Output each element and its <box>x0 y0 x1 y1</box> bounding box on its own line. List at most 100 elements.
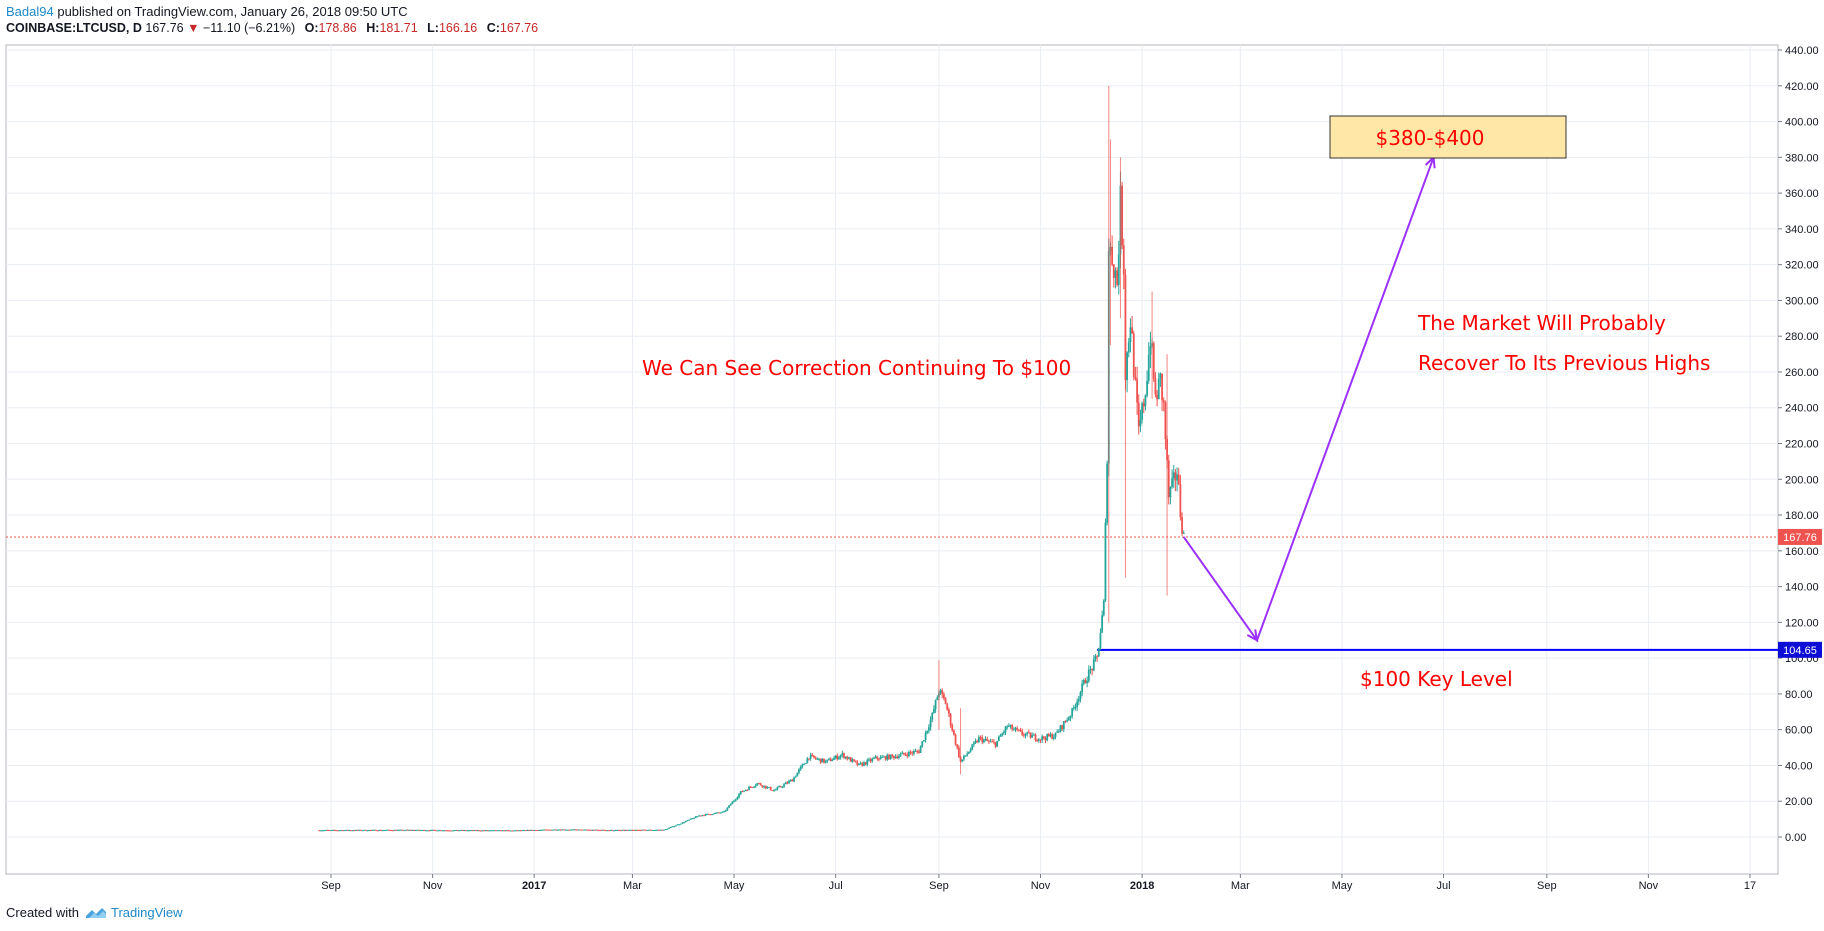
time-axis[interactable]: Sep Nov 2017 Mar May Jul Sep Nov 2018 Mar May Jul Se… <box>321 874 1756 892</box>
candle-body <box>596 829 599 831</box>
target-box[interactable] <box>1329 115 1567 159</box>
candle-body <box>868 759 870 761</box>
candle-body <box>829 758 832 762</box>
candle-body <box>1001 733 1004 736</box>
candle-body <box>981 737 984 743</box>
candle-body <box>713 813 715 815</box>
drawing-overlay[interactable]: We Can See Correction Continuing To $100… <box>6 115 1778 691</box>
candle-body <box>629 829 632 831</box>
candle-body <box>445 830 447 832</box>
annotation-key-level[interactable]: $100 Key Level <box>1360 667 1513 691</box>
candle-body <box>738 794 740 798</box>
candle-body <box>506 830 509 832</box>
candle-body <box>1177 474 1180 485</box>
candle-body <box>784 782 787 785</box>
candle-body <box>1024 734 1027 736</box>
candle-body <box>601 829 604 831</box>
candle-series[interactable] <box>318 85 1185 832</box>
candle-body <box>634 829 637 831</box>
candle-body <box>918 751 920 753</box>
candle-body <box>701 815 704 817</box>
candle-body <box>773 790 775 792</box>
candle-body <box>395 829 397 831</box>
y-tick-label: 160.00 <box>1785 546 1819 558</box>
candle-body <box>493 830 496 832</box>
candle-body <box>513 830 516 832</box>
candle-body <box>721 811 724 813</box>
candle-body <box>766 787 769 789</box>
candle-body <box>904 754 907 756</box>
candle-body <box>483 830 486 832</box>
candle-body <box>996 740 999 747</box>
candle-body <box>436 830 439 832</box>
candle-body <box>440 830 442 832</box>
candle-body <box>743 790 745 792</box>
candle-body <box>704 814 707 816</box>
candle-body <box>676 824 679 826</box>
candle-body <box>430 829 432 831</box>
candle-body <box>401 829 404 831</box>
candle-body <box>549 829 552 831</box>
key-level-marker[interactable] <box>1778 641 1822 658</box>
candle-body <box>964 755 967 757</box>
candle-body <box>1176 474 1178 481</box>
candle-body <box>499 830 502 832</box>
candle-body <box>888 754 890 760</box>
candle-body <box>621 829 624 831</box>
candle-body <box>470 830 472 832</box>
candle-body <box>579 829 582 831</box>
price-axis[interactable]: 440.00 420.00 400.00 380.00 360.00 340.00 320.… <box>1778 45 1822 844</box>
open-label: O: <box>304 21 319 35</box>
target-box-label[interactable]: $380-$400 <box>1375 126 1484 150</box>
candle-body <box>972 742 975 745</box>
candle-body <box>666 828 669 830</box>
candle-body <box>1139 419 1142 427</box>
candle-body <box>783 784 785 787</box>
candle-body <box>516 830 519 832</box>
candle-body <box>768 787 770 789</box>
candle-body <box>335 830 337 832</box>
candle-body <box>336 830 339 832</box>
candle-body <box>934 699 937 710</box>
candle-body <box>898 756 900 759</box>
candle-body <box>373 829 376 831</box>
annotation-correction[interactable]: We Can See Correction Continuing To $100 <box>642 356 1071 380</box>
candle-body <box>946 704 949 710</box>
candle-body <box>358 829 361 831</box>
x-tick-label: Jul <box>829 880 843 892</box>
candle-body <box>616 829 619 831</box>
candle-body <box>353 830 356 832</box>
candle-body <box>864 762 867 765</box>
candle-body <box>594 829 597 831</box>
symbol-name[interactable]: COINBASE:LTCUSD, D <box>6 21 142 35</box>
author-link[interactable]: Badal94 <box>6 4 54 19</box>
candle-body <box>1152 343 1155 379</box>
tradingview-brand[interactable]: TradingView <box>85 904 183 922</box>
candle-body <box>1134 377 1137 379</box>
candle-body <box>952 730 955 735</box>
x-tick-label: Nov <box>423 880 443 892</box>
candle-body <box>611 829 614 831</box>
candle-body <box>696 816 699 818</box>
candle-body <box>949 713 952 726</box>
y-tick-label: 60.00 <box>1785 725 1813 737</box>
x-tick-label: May <box>1332 880 1353 892</box>
candle-body <box>903 752 905 755</box>
candle-body <box>391 830 394 832</box>
candle-body <box>331 829 334 831</box>
annotation-recover-line2[interactable]: Recover To Its Previous Highs <box>1418 351 1710 375</box>
candle-body <box>368 830 371 832</box>
candle-body <box>416 829 419 831</box>
y-tick-label: 300.00 <box>1785 295 1819 307</box>
candle-body <box>1052 736 1055 739</box>
last-price-marker[interactable] <box>1778 528 1822 545</box>
candle-body <box>371 829 374 831</box>
candle-body <box>818 758 820 760</box>
candle-body <box>831 759 834 762</box>
candle-body <box>370 830 372 832</box>
candle-body <box>638 829 641 831</box>
annotation-recover-line1[interactable]: The Market Will Probably <box>1417 311 1666 335</box>
candle-body <box>323 830 326 832</box>
candle-body <box>1021 731 1024 735</box>
